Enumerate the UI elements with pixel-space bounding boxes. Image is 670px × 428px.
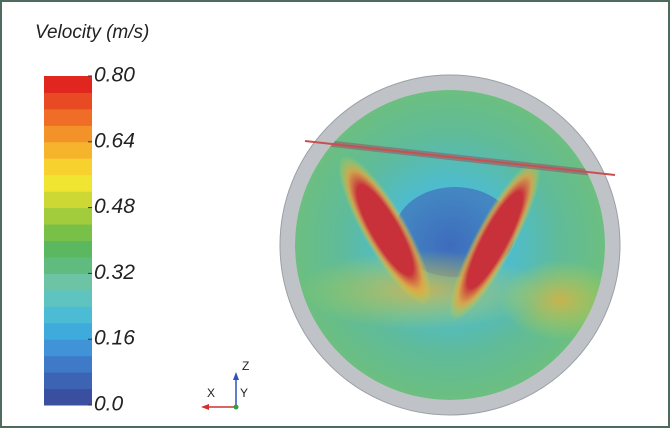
color-band <box>44 372 92 390</box>
axis-label: Z <box>242 359 249 373</box>
color-band <box>44 355 92 373</box>
color-band <box>44 224 92 241</box>
color-band <box>44 273 92 291</box>
color-band <box>44 191 92 209</box>
color-band <box>44 388 92 406</box>
color-band <box>44 306 92 324</box>
color-band <box>44 289 92 307</box>
color-band <box>44 158 92 176</box>
tick-label: 0.32 <box>94 261 135 284</box>
axis-label: X <box>207 386 215 400</box>
color-band <box>44 322 92 340</box>
axis-label: Y <box>240 386 248 400</box>
color-band <box>44 125 92 143</box>
tick-label: 0.16 <box>94 327 135 350</box>
tick-label: 0.48 <box>94 195 135 218</box>
color-band <box>44 76 92 93</box>
colorbar: 0.80 0.64 0.48 0.32 0.16 0.0 <box>44 64 135 416</box>
tick-label: 0.64 <box>94 129 135 152</box>
color-band <box>44 256 92 274</box>
color-band <box>44 174 92 192</box>
color-band <box>44 92 92 110</box>
color-band <box>44 339 92 357</box>
tick-label: 0.80 <box>94 64 135 87</box>
axes-triad: Z X Y <box>201 359 249 410</box>
color-band <box>44 141 92 159</box>
tick-label: 0.0 <box>94 393 124 416</box>
color-band <box>44 207 92 225</box>
color-band <box>44 240 92 258</box>
baffle-plate <box>304 140 616 176</box>
legend-title: Velocity (m/s) <box>35 22 149 43</box>
color-band <box>44 108 92 126</box>
